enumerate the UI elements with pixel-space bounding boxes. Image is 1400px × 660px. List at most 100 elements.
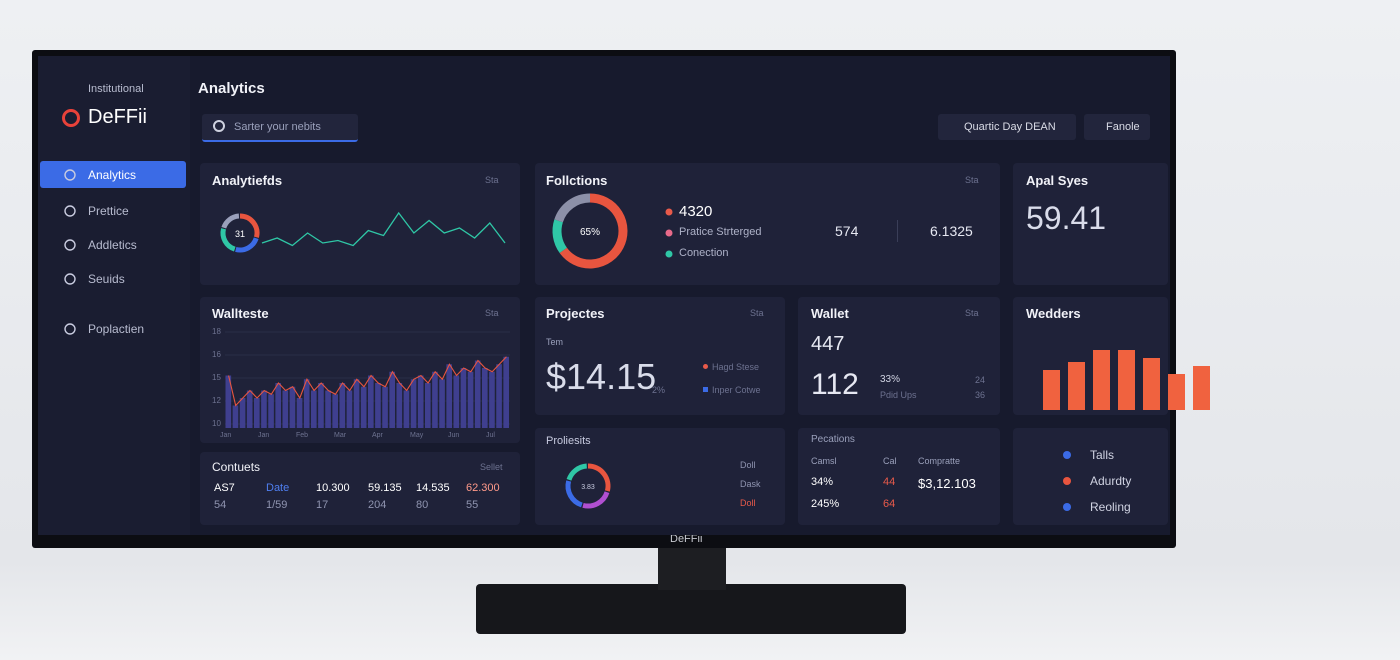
bar [403, 390, 410, 428]
bar [225, 375, 232, 428]
bar [232, 405, 239, 428]
bar [474, 360, 481, 428]
bar [325, 390, 331, 428]
legend-dot [665, 250, 673, 258]
bar [389, 371, 395, 428]
table-cell: 44 [883, 476, 896, 488]
bar [254, 398, 260, 428]
bar [460, 368, 467, 428]
y-tick-label: 10 [212, 419, 221, 428]
bar [239, 398, 246, 428]
card [1013, 428, 1168, 525]
list-item[interactable]: Adurdty [1090, 474, 1132, 488]
nav-icon [64, 323, 76, 335]
search-box[interactable] [202, 114, 358, 142]
bar [1093, 350, 1110, 410]
x-tick-label: Jun [448, 432, 460, 439]
header-button[interactable] [938, 114, 1076, 140]
bar [482, 368, 488, 428]
kpi-change: 2% [652, 385, 666, 395]
card [798, 428, 1000, 525]
table-cell: AS7 [214, 482, 235, 494]
bar [353, 379, 360, 428]
stat: 6.1325 [930, 223, 973, 239]
column-header: Cal [883, 456, 897, 466]
y-tick-label: 12 [212, 396, 221, 405]
line-series [261, 211, 506, 247]
table-cell: 17 [316, 499, 329, 511]
card-menu[interactable]: Sta [485, 308, 499, 318]
table-cell: 14.535 [416, 482, 450, 494]
side-value: 36 [975, 390, 986, 400]
kpi-value: $14.15 [546, 356, 657, 397]
bar [346, 390, 353, 428]
column-header: Compratte [918, 456, 961, 466]
donut-label: 65% [580, 227, 600, 238]
card-title: Follctions [546, 173, 608, 188]
line-series [228, 356, 507, 407]
bar [296, 398, 303, 428]
bar [467, 371, 474, 428]
nav-item[interactable]: Prettice [88, 204, 129, 218]
legend-label: Dask [740, 479, 761, 489]
column-header: Camsl [811, 456, 837, 466]
card-menu[interactable]: Sta [750, 308, 764, 318]
donut-segment [565, 480, 583, 508]
card [535, 297, 785, 415]
donut-segment [220, 228, 236, 252]
card [535, 428, 785, 525]
card-title: Analytiefds [212, 173, 283, 188]
bar [496, 364, 502, 428]
card [1013, 163, 1168, 285]
table-cell: 80 [416, 499, 429, 511]
x-tick-label: Feb [296, 432, 309, 439]
stat: 574 [835, 223, 859, 239]
list-item[interactable]: Talls [1090, 448, 1115, 462]
card [1013, 297, 1168, 415]
card-action[interactable]: Sellet [480, 462, 503, 472]
table-cell: 245% [811, 498, 840, 510]
nav-item[interactable]: Addletics [88, 238, 137, 252]
bar [282, 390, 289, 428]
nav-item[interactable]: Poplactien [88, 322, 145, 336]
bar [1043, 370, 1060, 410]
header-button-label[interactable]: Quartic Day DEAN [964, 121, 1056, 133]
nav-item[interactable]: Analytics [88, 168, 137, 182]
eyebrow: Institutional [88, 83, 144, 95]
card-title: Wallet [811, 306, 849, 321]
nav-item[interactable]: Seuids [88, 272, 125, 286]
divider [897, 220, 898, 242]
nav-icon [64, 239, 76, 251]
monitor-neck [658, 546, 726, 590]
bar [332, 394, 338, 428]
table-cell: 34% [811, 476, 834, 488]
header-button-label[interactable]: Fanole [1106, 121, 1140, 133]
card-menu[interactable]: Sta [965, 308, 979, 318]
bar [410, 379, 417, 428]
legend-dot [703, 387, 708, 392]
legend-label: Doll [740, 460, 756, 470]
nav-icon [64, 169, 76, 181]
legend-label: Hagd Stese [712, 362, 760, 372]
bar [446, 364, 452, 428]
card-menu[interactable]: Sta [485, 175, 499, 185]
list-icon [1063, 477, 1071, 485]
x-tick-label: May [410, 432, 424, 439]
legend-label: Pratice Strterged [679, 226, 762, 238]
card-title: Pecations [811, 434, 855, 445]
list-item[interactable]: Reoling [1090, 500, 1131, 514]
header-button[interactable] [1084, 114, 1150, 140]
card-menu[interactable]: Sta [965, 175, 979, 185]
list-icon [1063, 503, 1071, 511]
label: Tem [546, 337, 564, 347]
card [200, 452, 520, 525]
bar [268, 394, 274, 428]
table-cell: 10.300 [316, 482, 350, 494]
bar [453, 375, 460, 428]
table-cell: 55 [466, 499, 479, 511]
x-tick-label: Jul [486, 432, 495, 439]
donut-label: 3.83 [581, 484, 595, 491]
x-tick-label: Jan [258, 432, 270, 439]
bar [1193, 366, 1210, 410]
